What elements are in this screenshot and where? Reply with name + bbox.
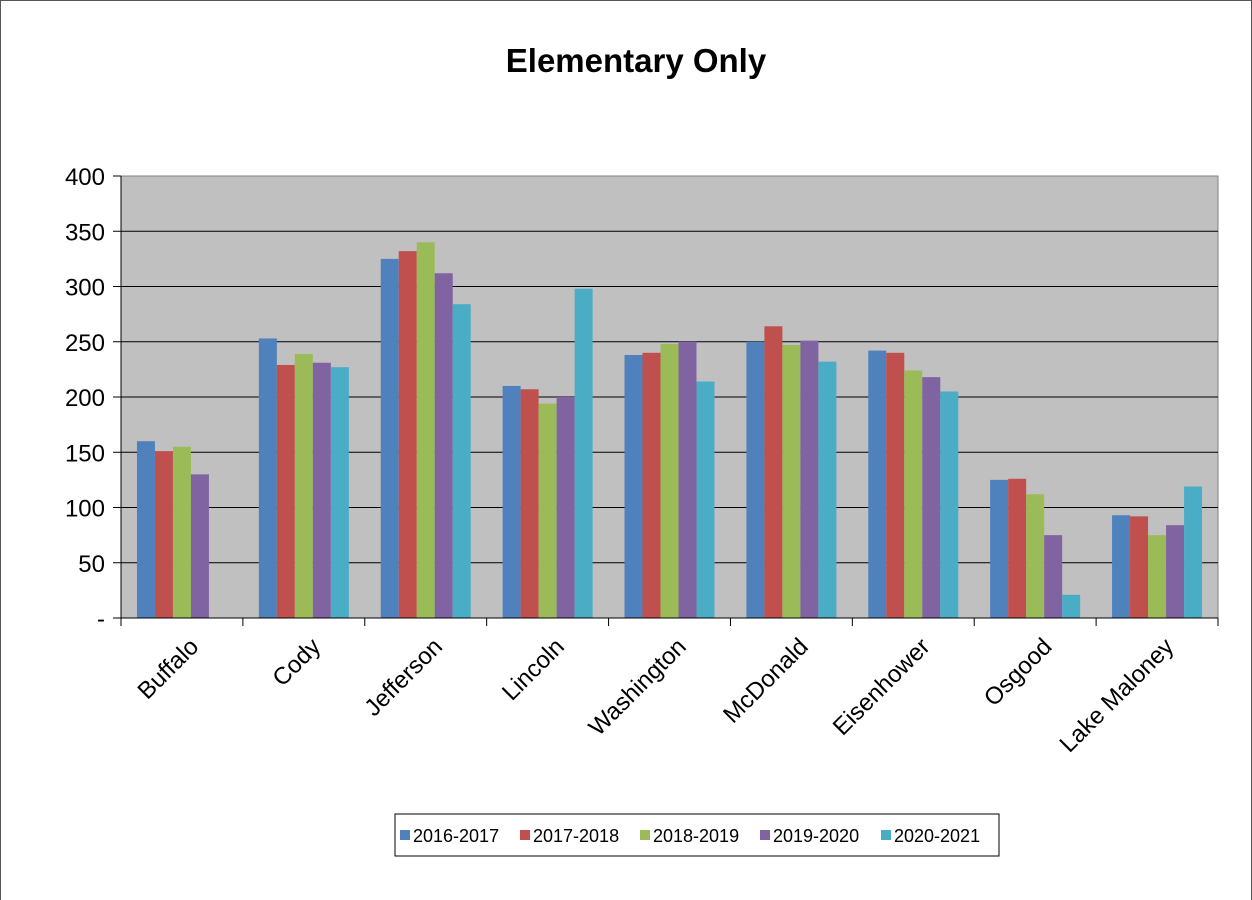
bar-2017-2018-lincoln (520, 389, 539, 618)
x-tick-label: McDonald (718, 633, 813, 728)
bar-2019-2020-jefferson (434, 273, 453, 618)
bar-2017-2018-cody (276, 364, 295, 618)
bar-2020-2021-eisenhower (940, 391, 959, 618)
chart-title: Elementary Only (506, 42, 767, 79)
y-tick-label: 350 (65, 219, 105, 246)
bar-2018-2019-jefferson (416, 242, 435, 619)
x-axis: Buffalo Cody Jefferson Lincoln Washington McD… (120, 617, 1219, 758)
bar-2017-2018-eisenhower (886, 352, 905, 618)
bar-2019-2020-washington (678, 341, 697, 618)
bar-2019-2020-lincoln (556, 397, 575, 618)
bar-2017-2018-mcdonald (764, 326, 783, 618)
x-tick-label: Lincoln (497, 633, 570, 706)
x-tick-label: Cody (267, 633, 326, 692)
legend-swatch (640, 830, 650, 840)
legend-swatch (760, 830, 770, 840)
bar-2016-2017-lincoln (502, 385, 521, 618)
bar-2016-2017-jefferson (380, 258, 399, 618)
bar-2017-2018-osgood (1008, 478, 1027, 618)
bar-2018-2019-osgood (1026, 494, 1045, 618)
y-tick-label: 300 (65, 275, 105, 302)
x-tick-label: Buffalo (133, 633, 205, 705)
bar-2017-2018-lake-maloney (1130, 516, 1149, 618)
bar-2019-2020-buffalo (190, 474, 209, 618)
legend-label: 2017-2018 (533, 826, 619, 846)
x-tick-label: Washington (584, 633, 692, 741)
legend-label: 2019-2020 (773, 826, 859, 846)
x-tick-label: Osgood (979, 633, 1058, 712)
bar-2016-2017-buffalo (136, 441, 155, 618)
y-tick-label: 250 (65, 330, 105, 357)
legend-swatch (520, 830, 530, 840)
bar-2018-2019-lincoln (538, 403, 557, 618)
legend: 2016-2017 2017-2018 2018-2019 2019-2020 2020… (394, 813, 1000, 857)
y-tick-label: 200 (65, 385, 105, 412)
y-axis: - 50 100 150 200 250 300 350 400 (65, 164, 122, 633)
bar-2016-2017-osgood (990, 479, 1009, 618)
y-tick-label: 100 (65, 496, 105, 523)
legend-label: 2020-2021 (894, 826, 980, 846)
bar-2018-2019-buffalo (172, 446, 191, 618)
bar-2018-2019-lake-maloney (1148, 535, 1167, 618)
bar-2019-2020-lake-maloney (1166, 525, 1185, 618)
bar-2018-2019-cody (294, 353, 313, 618)
legend-swatch (881, 830, 891, 840)
bar-2020-2021-washington (696, 381, 715, 618)
legend-box (394, 813, 1000, 857)
bar-2016-2017-washington (624, 355, 643, 618)
bar-2019-2020-cody (312, 362, 331, 618)
bar-2020-2021-lake-maloney (1184, 486, 1203, 618)
y-tick-label: 400 (65, 164, 105, 191)
bars (136, 242, 1203, 619)
bar-2019-2020-mcdonald (800, 340, 819, 618)
bar-2020-2021-osgood (1062, 594, 1081, 618)
x-tick-label: Eisenhower (828, 633, 936, 741)
bar-2017-2018-buffalo (154, 451, 173, 618)
bar-2018-2019-mcdonald (782, 345, 801, 618)
bar-2016-2017-cody (258, 338, 277, 618)
bar-2018-2019-eisenhower (904, 370, 923, 618)
bar-2016-2017-lake-maloney (1112, 515, 1131, 618)
bar-2020-2021-mcdonald (818, 361, 837, 618)
bar-2017-2018-jefferson (398, 251, 417, 618)
bar-2016-2017-eisenhower (868, 350, 887, 618)
bar-2018-2019-washington (660, 343, 679, 618)
y-tick-label: 150 (65, 440, 105, 467)
bar-2016-2017-mcdonald (746, 341, 765, 618)
bar-2019-2020-eisenhower (922, 377, 941, 618)
legend-label: 2016-2017 (413, 826, 499, 846)
x-tick-label: Jefferson (359, 633, 448, 722)
bar-2019-2020-osgood (1044, 535, 1063, 618)
legend-label: 2018-2019 (653, 826, 739, 846)
bar-2020-2021-lincoln (574, 288, 593, 618)
legend-swatch (400, 830, 410, 840)
bar-2020-2021-cody (330, 367, 349, 618)
bar-2020-2021-jefferson (452, 304, 471, 618)
y-tick-label: - (97, 606, 105, 633)
bar-2017-2018-washington (642, 352, 661, 618)
x-tick-label: Lake Maloney (1055, 633, 1180, 758)
y-tick-label: 50 (78, 551, 105, 578)
